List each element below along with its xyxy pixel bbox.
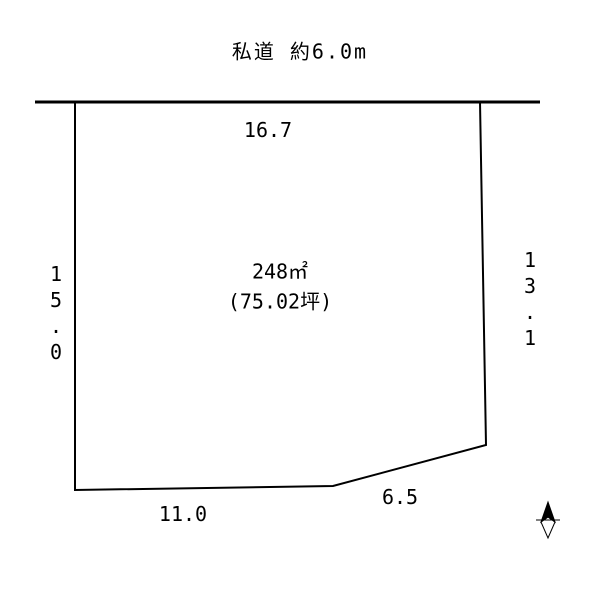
title-label: 私道 約6.0m	[232, 36, 368, 65]
compass-icon	[528, 500, 568, 540]
area-label: 248㎡	[252, 256, 308, 285]
dim-right: 13.1	[518, 248, 542, 352]
dim-bottom: 11.0	[159, 502, 207, 526]
dim-left: 15.0	[44, 262, 68, 366]
tsubo-label: (75.02坪)	[228, 286, 332, 315]
dim-diag: 6.5	[382, 485, 418, 509]
dim-top: 16.7	[244, 118, 292, 142]
